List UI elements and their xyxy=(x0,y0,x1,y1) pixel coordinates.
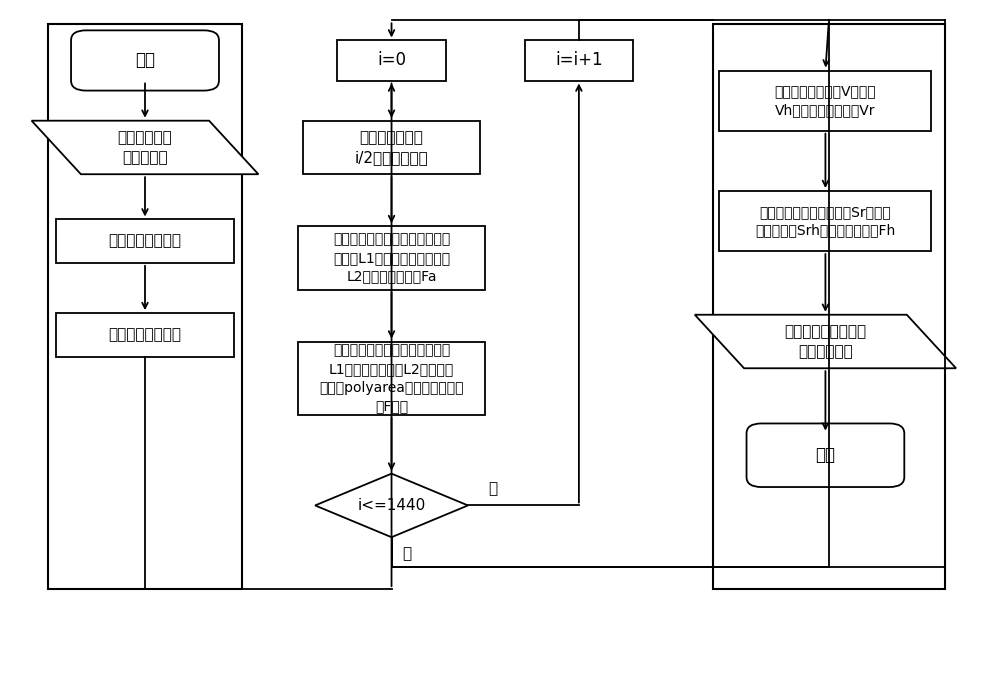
Text: i=i+1: i=i+1 xyxy=(555,51,603,70)
Text: 输出发动机结构参数
和运动学参数: 输出发动机结构参数 和运动学参数 xyxy=(784,324,866,359)
Text: 按照曲轴转角为
i/2移动转子型线: 按照曲轴转角为 i/2移动转子型线 xyxy=(355,130,428,165)
Text: 采用弧长积分求取转子工作面线
L1与缸体接触面线L2长度，采
用函数polyarea求取工作容积平
面F面积: 采用弧长积分求取转子工作面线 L1与缸体接触面线L2长度，采 用函数polyar… xyxy=(319,344,464,413)
Polygon shape xyxy=(695,315,956,368)
Text: 是: 是 xyxy=(488,482,497,497)
Bar xyxy=(56,313,234,357)
Text: 计算缸体实际型线: 计算缸体实际型线 xyxy=(109,327,182,342)
Text: 输入发动机基
本几何参数: 输入发动机基 本几何参数 xyxy=(118,130,172,165)
Bar xyxy=(525,40,633,81)
FancyBboxPatch shape xyxy=(747,423,904,487)
Polygon shape xyxy=(32,121,258,174)
Polygon shape xyxy=(315,473,468,538)
Bar xyxy=(303,121,480,174)
FancyBboxPatch shape xyxy=(71,30,219,91)
Text: 计算转子实际型线: 计算转子实际型线 xyxy=(109,234,182,249)
Text: 结束: 结束 xyxy=(815,446,835,464)
Text: 开始: 开始 xyxy=(135,51,155,70)
Text: 否: 否 xyxy=(402,546,411,561)
Bar xyxy=(337,40,446,81)
Bar xyxy=(713,24,945,589)
Bar xyxy=(298,226,485,290)
Bar xyxy=(719,70,931,130)
Bar xyxy=(48,24,242,589)
Text: i<=1440: i<=1440 xyxy=(357,498,426,513)
Bar xyxy=(56,219,234,263)
Text: i=0: i=0 xyxy=(377,51,406,70)
Bar xyxy=(719,191,931,251)
Bar xyxy=(298,342,485,415)
Text: 求取单缸转子工作面面积Sr、缸体
接触面面积Srh与前后端面面积Fh: 求取单缸转子工作面面积Sr、缸体 接触面面积Srh与前后端面面积Fh xyxy=(755,205,896,237)
Text: 截取二维平面内单缸转子周向工
作面线L1、缸体周向接触面线
L2与工作容积平面Fa: 截取二维平面内单缸转子周向工 作面线L1、缸体周向接触面线 L2与工作容积平面F… xyxy=(333,232,450,283)
Text: 求取单缸工作容积V、排量
Vh与外置燃烧室容积Vr: 求取单缸工作容积V、排量 Vh与外置燃烧室容积Vr xyxy=(775,85,876,117)
